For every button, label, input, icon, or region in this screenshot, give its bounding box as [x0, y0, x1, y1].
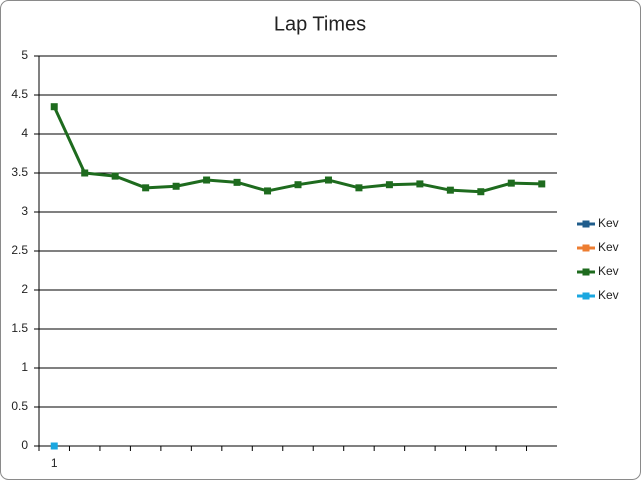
- y-tick-label: 3.5: [11, 165, 28, 179]
- data-point: [264, 187, 272, 195]
- data-point: [446, 186, 454, 194]
- data-point: [203, 176, 211, 184]
- legend-label: Kev: [598, 264, 619, 278]
- y-tick-label: 0: [21, 438, 28, 452]
- chart-title: Lap Times: [274, 13, 366, 35]
- data-point: [324, 176, 332, 184]
- data-point: [416, 180, 424, 188]
- data-point: [50, 442, 58, 450]
- y-tick-label: 2.5: [11, 243, 28, 257]
- legend-label: Kev: [598, 288, 619, 302]
- data-point: [142, 184, 150, 192]
- legend-marker: [582, 268, 590, 276]
- data-point: [81, 169, 89, 177]
- y-tick-label: 1: [21, 360, 28, 374]
- data-point: [538, 180, 546, 188]
- y-tick-label: 5: [21, 48, 28, 62]
- y-tick-label: 0.5: [11, 399, 28, 413]
- y-tick-label: 4: [21, 126, 28, 140]
- data-point: [477, 188, 485, 196]
- x-tick-label: 1: [51, 456, 58, 470]
- legend-label: Kev: [598, 216, 619, 230]
- data-point: [111, 172, 119, 180]
- legend-label: Kev: [598, 240, 619, 254]
- data-point: [294, 181, 302, 189]
- y-tick-label: 4.5: [11, 87, 28, 101]
- data-point: [385, 181, 393, 189]
- data-point: [233, 178, 241, 186]
- y-tick-label: 1.5: [11, 321, 28, 335]
- legend-marker: [582, 244, 590, 252]
- legend-marker: [582, 292, 590, 300]
- data-point: [355, 184, 363, 192]
- data-point: [50, 103, 58, 111]
- legend-marker: [582, 220, 590, 228]
- y-tick-label: 2: [21, 282, 28, 296]
- data-point: [507, 179, 515, 187]
- data-point: [172, 182, 180, 190]
- y-tick-label: 3: [21, 204, 28, 218]
